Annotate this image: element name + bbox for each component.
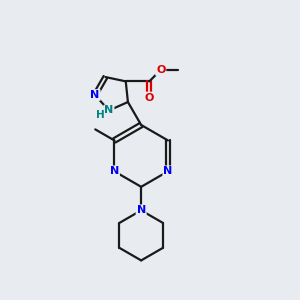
Text: N: N xyxy=(110,166,119,176)
Text: H: H xyxy=(96,110,105,120)
Text: N: N xyxy=(136,206,146,215)
Text: O: O xyxy=(145,93,154,103)
Text: N: N xyxy=(90,90,100,100)
Text: O: O xyxy=(156,65,165,75)
Text: N: N xyxy=(163,166,172,176)
Text: N: N xyxy=(104,106,114,116)
